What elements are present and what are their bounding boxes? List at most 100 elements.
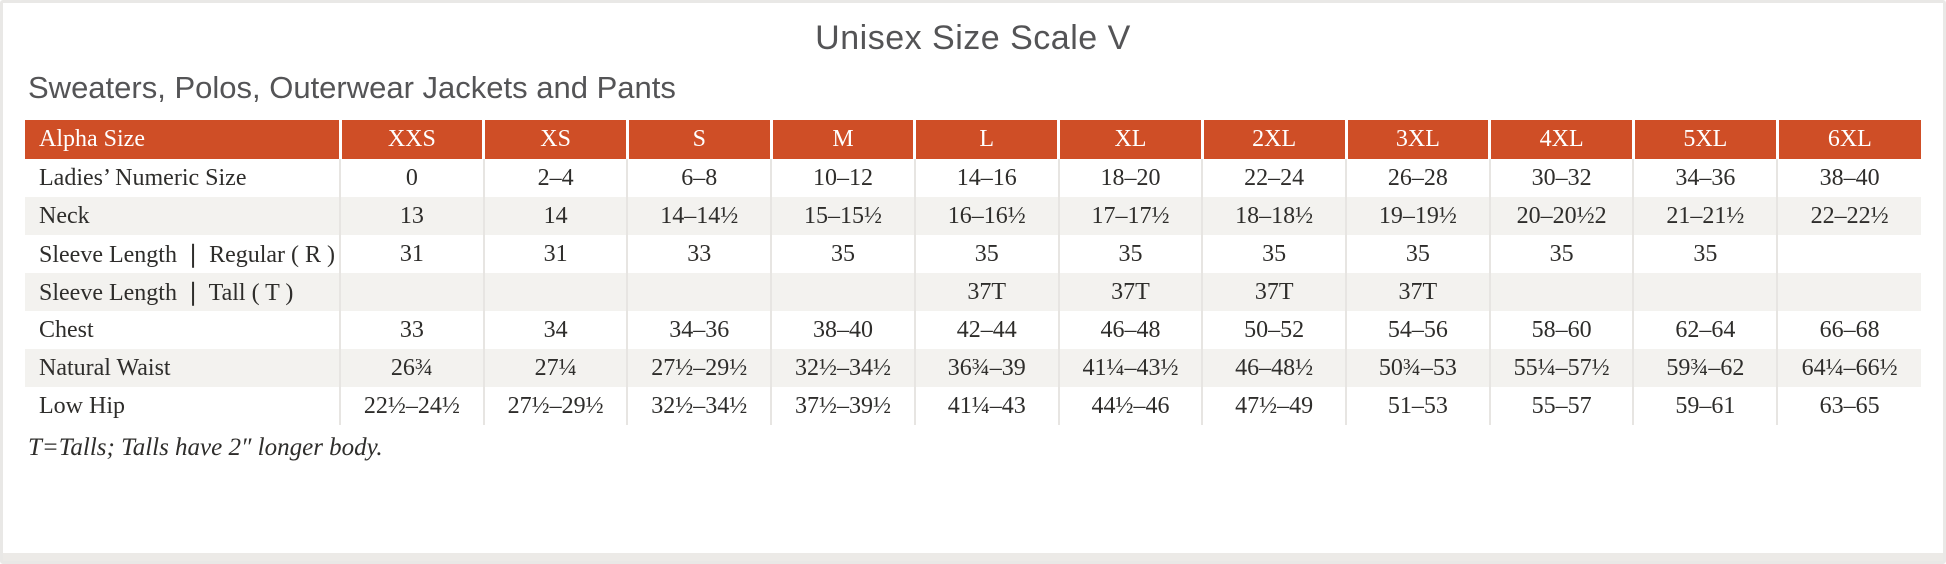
size-cell: 31 [482, 235, 628, 273]
column-header: 2XL [1200, 120, 1347, 159]
size-cell: 35 [1201, 235, 1347, 273]
size-cell [770, 273, 915, 311]
size-cell: 15–15½ [770, 197, 915, 235]
size-cell: 2–4 [482, 159, 628, 197]
size-cell: 37T [1345, 273, 1490, 311]
size-cell: 37½–39½ [770, 387, 915, 425]
size-chart-table: Alpha Size XXS XS S M L XL 2XL 3XL 4XL 5XL 6XL Ladi… [25, 120, 1921, 425]
size-cell: 22½–24½ [339, 387, 484, 425]
size-cell: 0 [339, 159, 484, 197]
size-cell: 51–53 [1345, 387, 1490, 425]
size-cell: 37T [1201, 273, 1347, 311]
size-cell: 41¼–43½ [1057, 349, 1203, 387]
size-cell: 27½–29½ [482, 387, 628, 425]
size-cell: 59–61 [1632, 387, 1778, 425]
size-cell: 26–28 [1345, 159, 1490, 197]
size-cell: 14–16 [913, 159, 1059, 197]
size-cell: 62–64 [1632, 311, 1778, 349]
size-cell: 27¼ [482, 349, 628, 387]
size-cell: 63–65 [1776, 387, 1921, 425]
row-label: Low Hip [39, 392, 125, 419]
size-cell [1776, 235, 1921, 273]
row-label: Ladies’ Numeric Size [39, 164, 247, 191]
size-cell: 35 [913, 235, 1059, 273]
size-cell: 55–57 [1488, 387, 1634, 425]
table-row: Chest 33 34 34–36 38–40 42–44 46–48 50–52 54–56 5… [25, 311, 1921, 349]
table-row: Sleeve Length ❘ Tall ( T ) 37T 37T 37T 37T [25, 273, 1921, 311]
size-cell: 26¾ [339, 349, 484, 387]
size-cell: 35 [1345, 235, 1490, 273]
size-cell: 6–8 [626, 159, 772, 197]
size-cell: 17–17½ [1057, 197, 1203, 235]
page-title: Unisex Size Scale V [815, 19, 1131, 57]
size-cell: 54–56 [1345, 311, 1490, 349]
column-header: 3XL [1344, 120, 1490, 159]
size-cell: 35 [1057, 235, 1203, 273]
size-cell [626, 273, 772, 311]
size-cell: 66–68 [1776, 311, 1921, 349]
size-cell: 64¼–66½ [1776, 349, 1921, 387]
size-cell: 47½–49 [1201, 387, 1347, 425]
footnote: T=Talls; Talls have 2″ longer body. [28, 434, 383, 461]
size-cell: 36¾–39 [913, 349, 1059, 387]
size-cell: 38–40 [770, 311, 915, 349]
size-cell: 34 [482, 311, 628, 349]
size-cell: 58–60 [1488, 311, 1634, 349]
column-header: XXS [338, 120, 484, 159]
row-label: Chest [39, 316, 94, 343]
size-cell [339, 273, 484, 311]
size-cell: 41¼–43 [913, 387, 1059, 425]
row-label: Neck [39, 202, 90, 229]
size-cell: 42–44 [913, 311, 1059, 349]
size-cell: 37T [913, 273, 1059, 311]
size-cell: 13 [339, 197, 484, 235]
size-cell: 59¾–62 [1632, 349, 1778, 387]
size-cell: 37T [1057, 273, 1203, 311]
size-cell: 50–52 [1201, 311, 1347, 349]
table-row: Sleeve Length ❘ Regular ( R ) 31 31 33 35 35 3… [25, 235, 1921, 273]
size-cell: 30–32 [1488, 159, 1634, 197]
size-cell: 14 [482, 197, 628, 235]
size-cell: 21–21½ [1632, 197, 1778, 235]
row-label: Sleeve Length ❘ Regular ( R ) [39, 241, 336, 268]
size-cell: 27½–29½ [626, 349, 772, 387]
size-cell [1776, 273, 1921, 311]
size-cell: 31 [339, 235, 484, 273]
size-cell: 34–36 [626, 311, 772, 349]
size-cell: 55¼–57½ [1488, 349, 1634, 387]
size-cell: 44½–46 [1057, 387, 1203, 425]
column-header: M [769, 120, 915, 159]
table-body: Ladies’ Numeric Size 0 2–4 6–8 10–12 14–16 18–… [25, 159, 1921, 425]
size-cell: 16–16½ [913, 197, 1059, 235]
column-header: 4XL [1488, 120, 1634, 159]
size-cell: 34–36 [1632, 159, 1778, 197]
table-row: Neck 13 14 14–14½ 15–15½ 16–16½ 17–17½ 18–18½ 19… [25, 197, 1921, 235]
size-cell: 35 [1632, 235, 1778, 273]
size-cell [1488, 273, 1634, 311]
bottom-strip [3, 553, 1943, 561]
table-row: Ladies’ Numeric Size 0 2–4 6–8 10–12 14–16 18–… [25, 159, 1921, 197]
size-cell: 33 [339, 311, 484, 349]
table-header-row: Alpha Size XXS XS S M L XL 2XL 3XL 4XL 5XL 6XL [25, 120, 1921, 159]
column-header: S [625, 120, 772, 159]
size-cell [482, 273, 628, 311]
page-subtitle: Sweaters, Polos, Outerwear Jackets and P… [28, 70, 676, 105]
column-header: XS [482, 120, 628, 159]
size-cell: 38–40 [1776, 159, 1921, 197]
size-cell: 35 [770, 235, 915, 273]
size-cell: 22–22½ [1776, 197, 1921, 235]
size-cell: 46–48½ [1201, 349, 1347, 387]
size-cell: 18–20 [1057, 159, 1203, 197]
size-cell: 32½–34½ [626, 387, 772, 425]
table-row: Low Hip 22½–24½ 27½–29½ 32½–34½ 37½–39½ 41¼–4… [25, 387, 1921, 425]
size-cell: 19–19½ [1345, 197, 1490, 235]
column-header: 5XL [1631, 120, 1778, 159]
size-cell: 33 [626, 235, 772, 273]
size-cell: 32½–34½ [770, 349, 915, 387]
size-cell: 10–12 [770, 159, 915, 197]
column-header: XL [1057, 120, 1203, 159]
row-label: Sleeve Length ❘ Tall ( T ) [39, 279, 294, 306]
table-row: Natural Waist 26¾ 27¼ 27½–29½ 32½–34½ 36¾–39 4… [25, 349, 1921, 387]
row-label: Natural Waist [39, 354, 171, 381]
